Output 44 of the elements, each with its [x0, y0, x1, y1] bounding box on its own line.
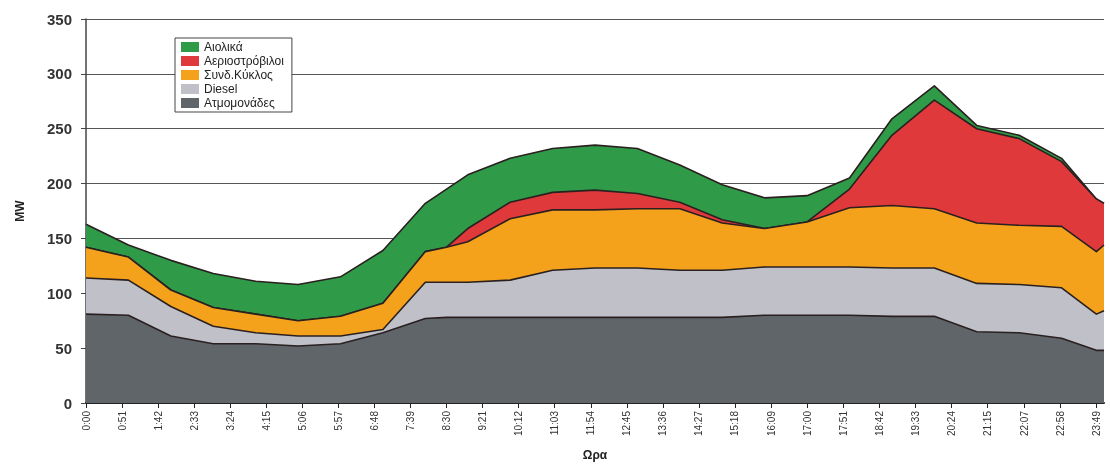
- x-tick-label: 6:48: [368, 410, 380, 431]
- x-tick-label: 1:42: [152, 410, 164, 431]
- y-tick-label: 100: [46, 284, 72, 302]
- x-tick-label: 14:27: [693, 410, 705, 437]
- x-tick-label: 18:42: [873, 410, 885, 437]
- x-tick-label: 23:49: [1090, 410, 1102, 437]
- x-tick-label: 10:12: [513, 410, 525, 437]
- x-tick-label: 17:00: [801, 410, 813, 437]
- x-tick-label: 16:09: [765, 410, 777, 437]
- y-tick-label: 0: [63, 394, 72, 412]
- legend-label: Συνδ.Κύκλος: [204, 68, 274, 82]
- x-tick-label: 5:57: [332, 410, 344, 431]
- x-tick-label: 13:36: [657, 410, 669, 437]
- x-tick-label: 15:18: [729, 410, 741, 437]
- x-tick-label: 21:15: [981, 410, 993, 437]
- x-tick-label: 19:33: [909, 410, 921, 437]
- x-tick-label: 22:07: [1018, 410, 1030, 437]
- legend-label: Αεριοστρόβιλοι: [204, 54, 285, 68]
- x-tick-label: 5:06: [296, 410, 308, 431]
- x-tick-label: 9:21: [477, 410, 489, 431]
- y-axis-title: MW: [13, 199, 27, 222]
- y-tick-label: 150: [46, 229, 72, 247]
- y-tick-label: 350: [46, 10, 72, 28]
- x-tick-label: 0:00: [80, 410, 92, 431]
- x-tick-label: 12:45: [621, 410, 633, 437]
- x-axis-title: Ωρα: [582, 448, 608, 462]
- x-tick-label: 3:24: [224, 410, 236, 431]
- y-tick-label: 300: [46, 65, 72, 83]
- x-tick-label: 7:39: [404, 410, 416, 431]
- y-tick-label: 250: [46, 120, 72, 138]
- x-tick-label: 11:03: [549, 410, 561, 436]
- y-tick-label: 50: [55, 339, 72, 357]
- x-tick-label: 8:30: [441, 410, 453, 431]
- legend-label: Diesel: [204, 82, 238, 96]
- x-tick-label: 22:58: [1054, 410, 1066, 437]
- x-tick-label: 20:24: [945, 410, 957, 437]
- y-tick-label: 200: [46, 175, 72, 193]
- x-tick-label: 11:54: [585, 410, 597, 436]
- x-tick-label: 0:51: [116, 410, 128, 431]
- legend-label: Αιολικά: [204, 40, 243, 54]
- legend-label: Ατμομονάδες: [204, 96, 275, 110]
- x-tick-label: 2:33: [188, 410, 200, 431]
- x-tick-label: 17:51: [837, 410, 849, 437]
- x-tick-label: 4:15: [260, 410, 272, 431]
